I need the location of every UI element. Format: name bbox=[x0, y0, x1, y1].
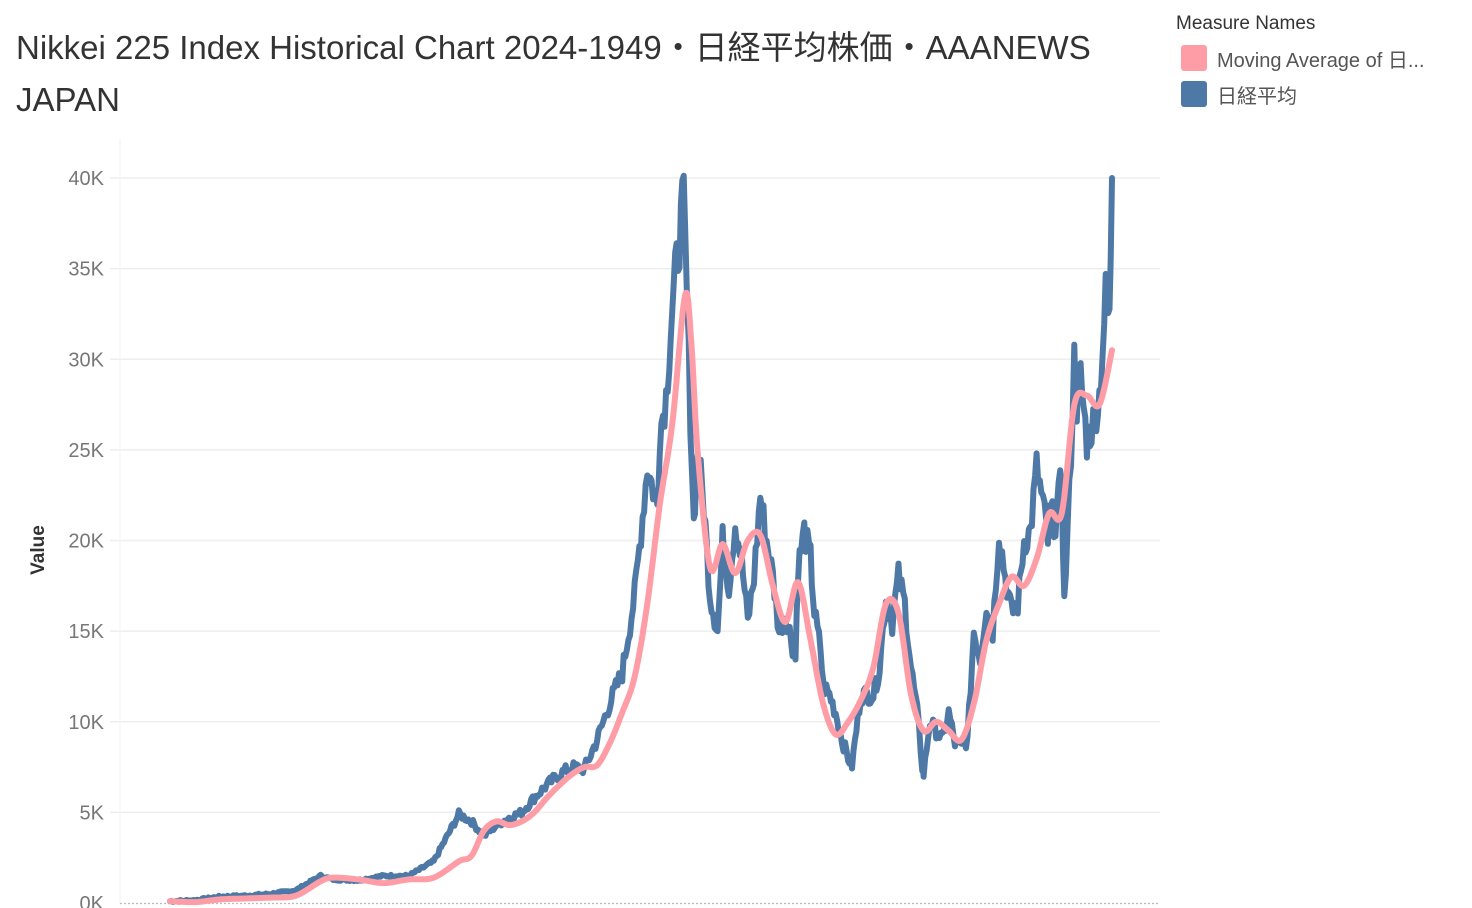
y-tick-label: 40K bbox=[68, 168, 104, 190]
nikkei-index-line[interactable] bbox=[167, 172, 1115, 905]
y-tick-label: 30K bbox=[68, 349, 104, 371]
series-layer bbox=[167, 172, 1115, 906]
legend-label-moving-average: Moving Average of 日... bbox=[1217, 49, 1425, 72]
moving-average-line[interactable] bbox=[167, 289, 1115, 906]
legend-item-nikkei[interactable]: 日経平均 bbox=[1176, 76, 1466, 112]
legend-title: Measure Names bbox=[1176, 13, 1316, 34]
y-tick-label: 15K bbox=[68, 621, 104, 643]
gridlines bbox=[110, 177, 1160, 814]
y-tick-label: 10K bbox=[68, 712, 104, 734]
legend-label-nikkei: 日経平均 bbox=[1217, 85, 1297, 108]
y-tick-label: 25K bbox=[68, 440, 104, 462]
y-axis-ticks: 0K 5K 10K 15K 20K 25K 30K 35K 40K bbox=[68, 168, 104, 908]
legend: Measure Names Moving Average of 日... 日経平… bbox=[1176, 8, 1466, 112]
legend-swatch-moving-average bbox=[1181, 45, 1207, 71]
legend-item-moving-average[interactable]: Moving Average of 日... bbox=[1176, 40, 1466, 76]
y-tick-label: 5K bbox=[80, 802, 105, 824]
y-tick-label: 0K bbox=[80, 893, 105, 908]
y-tick-label: 35K bbox=[68, 259, 104, 281]
chart-title: Nikkei 225 Index Historical Chart 2024-1… bbox=[16, 29, 1091, 118]
y-tick-label: 20K bbox=[68, 531, 104, 553]
legend-swatch-nikkei bbox=[1181, 81, 1207, 107]
